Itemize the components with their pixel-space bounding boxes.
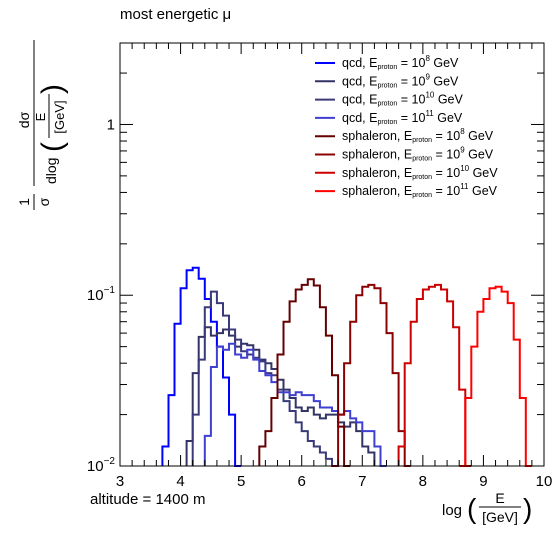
x-tick-label: 9 [479,473,487,490]
series-5-histogram [332,283,411,467]
altitude-annotation: altitude = 1400 m [90,491,206,508]
y-label-sigma: σ [36,197,52,206]
x-tick-label: 4 [176,473,184,490]
y-axis-ticks: 10−2 10−1 1 [87,42,544,475]
x-tick-label: 6 [298,473,306,490]
series-2-histogram [191,290,339,467]
x-axis-label: log ( E [GeV] ) [442,490,532,525]
y-label-lparen: ( [36,142,69,152]
legend-label-6: sphaleron, Eproton = 1010 GeV [342,164,498,181]
y-label-dsigma: dσ [16,111,32,128]
x-axis-label-num: E [495,490,504,506]
x-tick-label: 3 [116,473,124,490]
y-tick-label: 10−1 [87,285,116,304]
x-axis-label-rparen: ) [523,493,532,524]
legend-label-3: qcd, Eproton = 1011 GeV [342,109,463,126]
legend-label-2: qcd, Eproton = 1010 GeV [342,91,464,108]
y-label-dlog: dlog [43,158,59,184]
histogram-layer [161,266,532,467]
y-label-rparen: ) [36,84,69,94]
y-tick-label: 10−2 [87,456,116,475]
legend-label-5: sphaleron, Eproton = 109 GeV [342,146,494,163]
legend-label-1: qcd, Eproton = 109 GeV [342,72,459,89]
y-axis-label: 1 σ dσ dlog ( E [GeV] ) [16,40,69,210]
x-axis-ticks: 3 4 5 6 7 8 9 10 [116,43,553,490]
series-3-histogram [203,342,387,467]
legend-label-0: qcd, Eproton = 108 GeV [342,54,459,71]
x-tick-label: 7 [358,473,366,490]
chart-title: most energetic μ [120,6,231,23]
y-label-gev: [GeV] [52,100,67,133]
series-0-histogram [161,266,242,467]
x-axis-label-prefix: log [442,502,462,519]
x-tick-label: 8 [419,473,427,490]
series-4-histogram [258,278,351,467]
y-label-e: E [33,112,48,121]
y-label-one: 1 [16,198,32,206]
x-tick-label: 10 [536,473,553,490]
series-1-histogram [185,326,376,466]
x-axis-label-lparen: ( [467,493,477,524]
plot-frame [119,42,545,467]
series-6-histogram [397,283,472,467]
x-axis-label-den: [GeV] [482,509,518,525]
series-7-histogram [459,285,532,467]
legend-label-4: sphaleron, Eproton = 108 GeV [342,127,494,144]
legend-label-7: sphaleron, Eproton = 1011 GeV [342,182,498,199]
y-tick-label: 1 [107,116,115,133]
x-tick-label: 5 [237,473,245,490]
